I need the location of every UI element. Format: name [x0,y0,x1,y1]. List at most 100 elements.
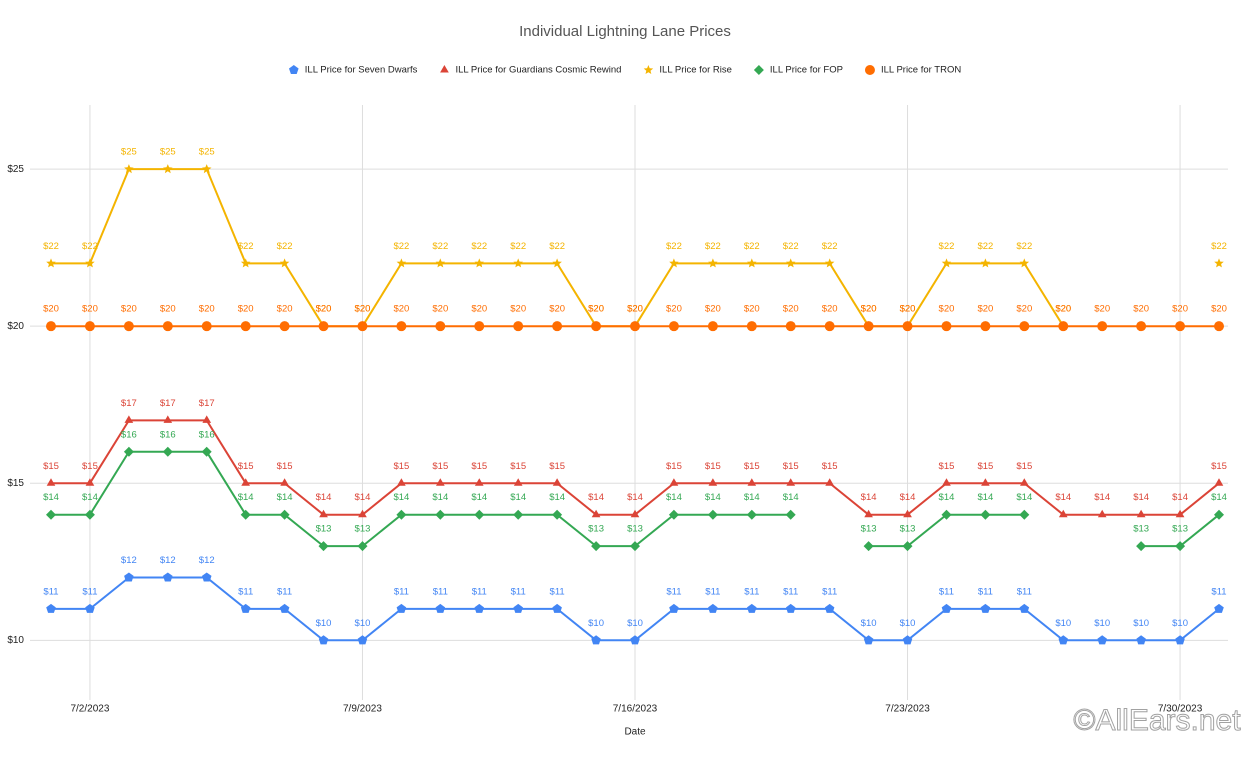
marker [864,65,875,75]
data-label: $20 [316,304,332,315]
data-label: $17 [199,398,215,409]
data-label: $15 [82,461,98,472]
data-label: $11 [783,586,798,597]
marker [1019,603,1030,613]
marker [201,321,212,332]
data-label: $20 [627,304,643,315]
marker [552,509,563,520]
marker [474,258,484,268]
marker [513,603,523,613]
data-label: $22 [549,241,565,252]
marker [1175,635,1185,645]
data-label: $13 [900,524,916,535]
data-label: $20 [510,304,526,315]
data-label: $12 [121,555,137,566]
data-label: $20 [199,304,215,315]
marker [1058,635,1068,645]
data-label: $20 [160,304,176,315]
data-label: $13 [316,524,332,535]
marker [707,321,718,332]
data-label: $11 [82,586,97,597]
data-label: $10 [1055,618,1071,629]
marker [357,541,368,552]
marker [1175,509,1185,518]
marker [124,164,134,174]
marker [396,321,407,332]
data-label: $16 [160,429,176,440]
data-label: $20 [1055,304,1071,315]
legend-item: ILL Price for TRON [864,65,961,76]
data-label: $22 [783,241,799,252]
data-label: $22 [277,241,293,252]
data-label: $20 [705,304,721,315]
marker [513,509,524,520]
data-label: $25 [160,147,176,158]
data-label: $14 [744,492,760,503]
marker [436,478,445,486]
marker [1214,478,1224,486]
marker [513,258,523,268]
marker [474,321,485,332]
data-label: $11 [666,586,681,597]
marker [746,321,757,332]
marker [1214,509,1224,520]
x-tick-label: 7/16/2023 [613,704,658,715]
marker [630,509,640,518]
data-label: $11 [511,586,526,597]
data-label: $10 [900,618,916,629]
data-label: $15 [432,461,448,472]
marker [241,478,250,486]
marker [435,321,446,332]
marker [753,65,764,75]
marker [397,478,406,486]
marker [708,258,718,268]
data-label: $20 [900,304,916,315]
marker [279,258,290,268]
marker [591,635,601,645]
data-label: $11 [744,586,759,597]
data-label: $15 [393,461,409,472]
data-label: $11 [238,586,253,597]
marker [1058,509,1068,518]
marker [824,603,835,613]
marker [163,572,173,582]
data-label: $22 [82,241,98,252]
marker [747,478,757,486]
marker [825,478,834,486]
data-label: $17 [121,398,137,409]
marker [786,478,796,486]
data-label: $15 [705,461,721,472]
data-label: $15 [783,461,799,472]
marker [162,321,173,332]
x-tick-label: 7/23/2023 [885,704,930,715]
marker [1136,509,1146,518]
data-label: $13 [355,524,371,535]
marker [552,258,562,268]
data-label: $14 [1172,492,1188,503]
marker [902,321,913,332]
marker [785,509,796,520]
marker [980,321,991,332]
data-label: $14 [1055,492,1071,503]
data-label: $14 [666,492,682,503]
marker [591,321,602,332]
data-label: $22 [510,241,526,252]
data-label: $14 [277,492,293,503]
marker [357,635,368,645]
marker [240,509,251,520]
marker [552,321,563,332]
marker [318,635,329,645]
marker [123,321,134,332]
data-label: $15 [744,461,760,472]
x-tick-label: 7/9/2023 [343,704,382,715]
data-label: $11 [472,586,487,597]
marker [1097,635,1107,645]
data-label: $20 [783,304,799,315]
data-label: $20 [121,304,137,315]
marker [1136,635,1146,645]
marker [279,603,290,613]
legend-label: ILL Price for TRON [881,65,961,76]
marker [980,603,991,613]
marker [864,509,873,518]
marker [474,509,485,520]
